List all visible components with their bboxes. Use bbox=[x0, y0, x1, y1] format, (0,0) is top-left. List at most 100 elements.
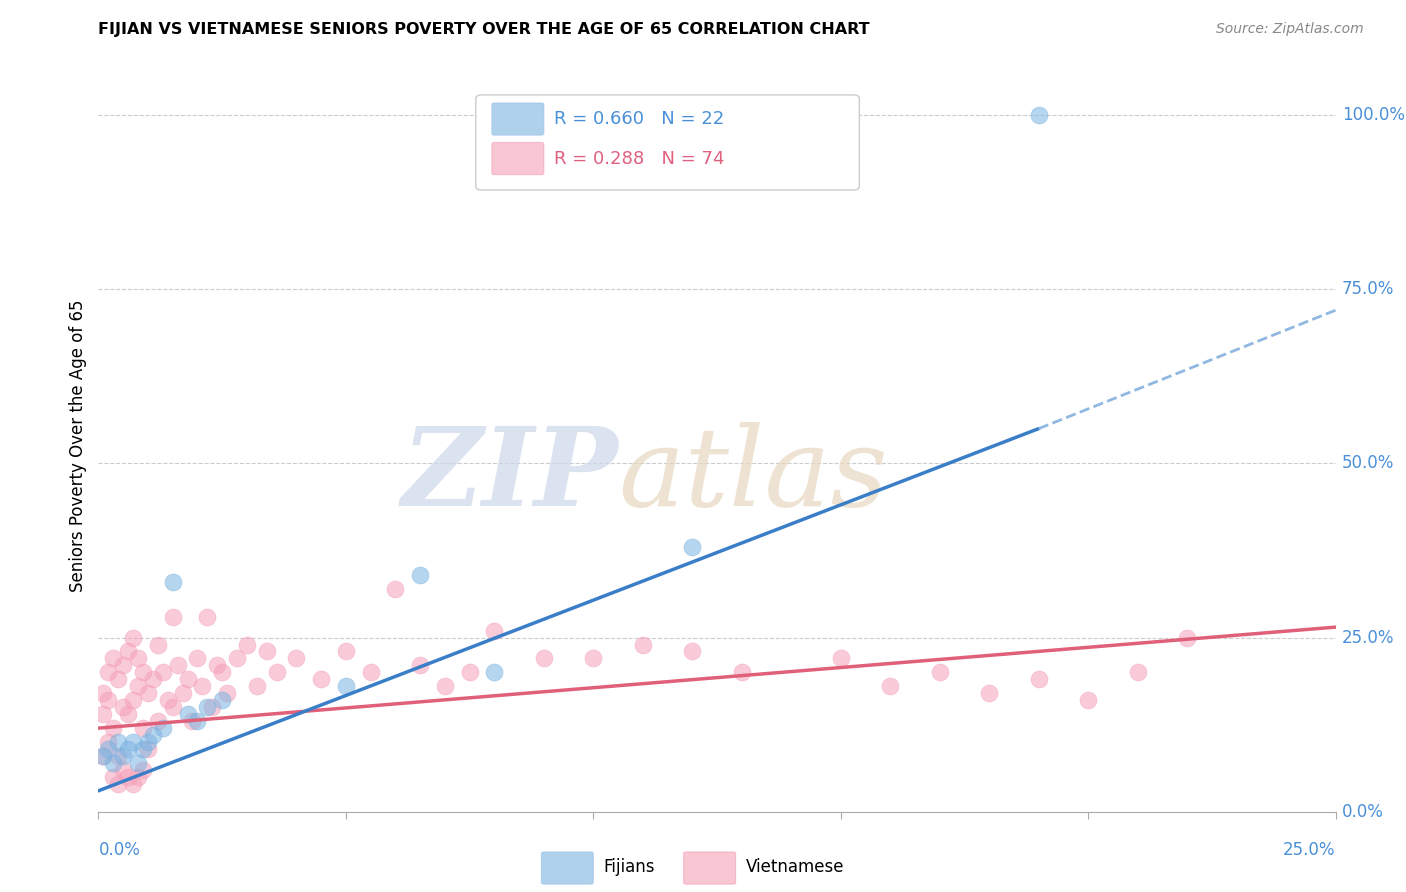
Point bbox=[195, 700, 218, 714]
Text: 25.0%: 25.0% bbox=[1284, 841, 1336, 859]
Point bbox=[127, 770, 149, 784]
FancyBboxPatch shape bbox=[541, 852, 593, 884]
Point bbox=[681, 540, 703, 554]
Point bbox=[458, 665, 481, 680]
Point bbox=[1028, 108, 1050, 122]
Point bbox=[107, 749, 129, 764]
Point bbox=[117, 770, 139, 784]
Point bbox=[93, 707, 115, 722]
Point bbox=[152, 665, 174, 680]
Point bbox=[117, 644, 139, 658]
Point bbox=[142, 728, 165, 742]
Point bbox=[409, 567, 432, 582]
Point bbox=[533, 651, 555, 665]
Point bbox=[226, 651, 249, 665]
Point bbox=[484, 624, 506, 638]
Text: 100.0%: 100.0% bbox=[1341, 106, 1405, 124]
Point bbox=[112, 700, 135, 714]
Point bbox=[97, 665, 120, 680]
FancyBboxPatch shape bbox=[492, 143, 544, 175]
Point bbox=[166, 658, 188, 673]
Point bbox=[136, 742, 159, 756]
Point bbox=[1175, 631, 1198, 645]
Point bbox=[132, 763, 155, 777]
Point bbox=[103, 770, 125, 784]
Point bbox=[335, 679, 357, 693]
Point bbox=[384, 582, 406, 596]
Point bbox=[979, 686, 1001, 700]
Point bbox=[928, 665, 950, 680]
Point bbox=[93, 749, 115, 764]
Point bbox=[136, 686, 159, 700]
Point bbox=[107, 673, 129, 687]
Point bbox=[256, 644, 278, 658]
Point bbox=[176, 707, 198, 722]
FancyBboxPatch shape bbox=[683, 852, 735, 884]
Text: atlas: atlas bbox=[619, 422, 887, 529]
Point bbox=[484, 665, 506, 680]
Point bbox=[136, 735, 159, 749]
Point bbox=[205, 658, 228, 673]
Point bbox=[731, 665, 754, 680]
Point bbox=[112, 658, 135, 673]
Point bbox=[103, 756, 125, 770]
FancyBboxPatch shape bbox=[475, 95, 859, 190]
Point bbox=[122, 693, 145, 707]
Point bbox=[246, 679, 269, 693]
Point bbox=[132, 665, 155, 680]
Point bbox=[409, 658, 432, 673]
Point bbox=[335, 644, 357, 658]
Text: R = 0.660   N = 22: R = 0.660 N = 22 bbox=[554, 110, 724, 128]
Point bbox=[112, 749, 135, 764]
Point bbox=[117, 742, 139, 756]
Point bbox=[266, 665, 288, 680]
Point bbox=[211, 693, 233, 707]
Point bbox=[195, 609, 218, 624]
Point bbox=[1077, 693, 1099, 707]
Point bbox=[97, 735, 120, 749]
FancyBboxPatch shape bbox=[492, 103, 544, 136]
Point bbox=[97, 693, 120, 707]
Point bbox=[162, 609, 184, 624]
Point bbox=[132, 721, 155, 735]
Text: FIJIAN VS VIETNAMESE SENIORS POVERTY OVER THE AGE OF 65 CORRELATION CHART: FIJIAN VS VIETNAMESE SENIORS POVERTY OVE… bbox=[98, 22, 870, 37]
Point bbox=[201, 700, 224, 714]
Point bbox=[631, 638, 654, 652]
Point bbox=[186, 714, 208, 728]
Point bbox=[122, 735, 145, 749]
Point bbox=[142, 673, 165, 687]
Point bbox=[103, 651, 125, 665]
Text: Vietnamese: Vietnamese bbox=[745, 857, 844, 876]
Point bbox=[186, 651, 208, 665]
Point bbox=[93, 686, 115, 700]
Point bbox=[146, 638, 169, 652]
Point bbox=[127, 756, 149, 770]
Point bbox=[217, 686, 239, 700]
Point bbox=[191, 679, 214, 693]
Point bbox=[117, 707, 139, 722]
Point bbox=[433, 679, 456, 693]
Point bbox=[236, 638, 259, 652]
Text: 50.0%: 50.0% bbox=[1341, 454, 1395, 473]
Point bbox=[176, 673, 198, 687]
Point bbox=[309, 673, 332, 687]
Point bbox=[103, 721, 125, 735]
Text: 75.0%: 75.0% bbox=[1341, 280, 1395, 298]
Point bbox=[181, 714, 204, 728]
Point bbox=[122, 777, 145, 791]
Point bbox=[127, 679, 149, 693]
Text: 0.0%: 0.0% bbox=[1341, 803, 1384, 821]
Point bbox=[107, 777, 129, 791]
Point bbox=[152, 721, 174, 735]
Point bbox=[1028, 673, 1050, 687]
Text: 0.0%: 0.0% bbox=[98, 841, 141, 859]
Text: ZIP: ZIP bbox=[402, 422, 619, 529]
Point bbox=[285, 651, 308, 665]
Point bbox=[162, 574, 184, 589]
Point bbox=[93, 749, 115, 764]
Point bbox=[122, 631, 145, 645]
Point bbox=[156, 693, 179, 707]
Point bbox=[127, 651, 149, 665]
Point bbox=[112, 763, 135, 777]
Point bbox=[582, 651, 605, 665]
